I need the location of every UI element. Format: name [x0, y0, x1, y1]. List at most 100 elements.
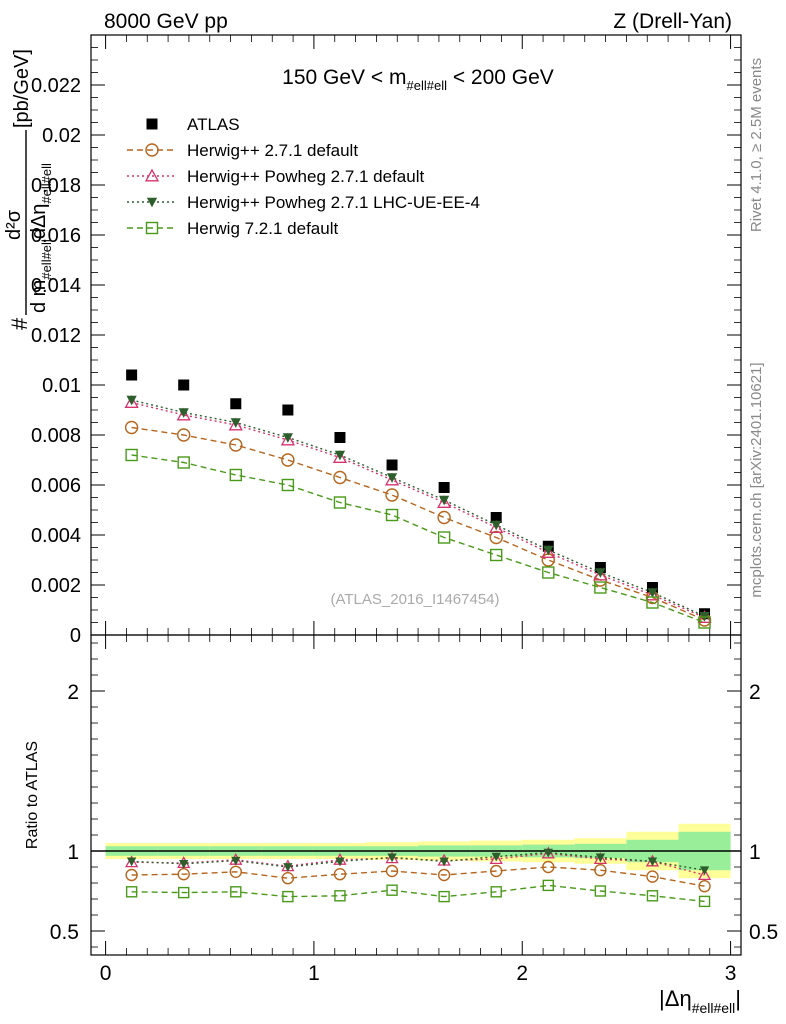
- ratio-point-herwig-2-7-1-default: [333, 868, 347, 881]
- ratio-point-herwig-powheg-2-7-1-default: [385, 851, 399, 864]
- main-y-tick-label: 0.004: [31, 525, 81, 547]
- main-ticks: 0 0.002 0.004 0.006 0.008 0.01 0.012 0.014 0.016…: [31, 35, 741, 647]
- series-atlas: [126, 369, 711, 620]
- data-point-atlas: [594, 562, 606, 573]
- legend-marker: [145, 221, 159, 235]
- collision-label: 8000 GeV pp: [104, 10, 228, 33]
- ratio-line-herwig-powheg-2-7-1-lhc-ue-ee-4: [131, 851, 705, 871]
- data-point-herwig-powheg-2-7-1-default: [332, 450, 348, 463]
- main-y-tick-label: 0.022: [31, 75, 81, 97]
- x-tick-label: 0: [100, 962, 112, 985]
- ratio-series: [125, 846, 712, 908]
- data-point-herwig-2-7-1-default: [437, 510, 451, 525]
- data-point-herwig-2-7-1-default: [385, 488, 399, 502]
- data-point-herwig-powheg-2-7-1-default: [541, 545, 556, 558]
- legend-marker: [146, 118, 158, 130]
- ratio-point-herwig-powheg-2-7-1-default: [125, 855, 139, 868]
- ratio-point-herwig-2-7-1-default: [490, 864, 503, 878]
- ylabel-unit: [pb/GeV]: [11, 49, 33, 128]
- ratio-y-tick-label-right: 0.5: [749, 921, 778, 944]
- main-y-tick-label: 0: [70, 625, 81, 647]
- series-line-herwig-powheg-2-7-1-default: [131, 401, 705, 619]
- ratio-series-herwig-powheg-2-7-1-lhc-ue-ee-4: [126, 848, 710, 876]
- ratio-point-herwig-2-7-1-default: [594, 864, 607, 877]
- legend-label: ATLAS: [187, 115, 240, 134]
- ratio-line-herwig-7-2-1-default: [131, 884, 705, 903]
- ratio-point-herwig-powheg-2-7-1-lhc-ue-ee-4: [647, 857, 658, 867]
- ratio-point-herwig-2-7-1-default: [281, 872, 295, 885]
- data-point-herwig-2-7-1-default: [541, 553, 555, 567]
- data-point-herwig-7-2-1-default: [125, 448, 138, 462]
- data-point-herwig-7-2-1-default: [646, 596, 659, 609]
- legend-entry-herwig-powheg-2-7-1-default: Herwig++ Powheg 2.7.1 default: [127, 167, 424, 186]
- ratio-y-tick-label-right: 1: [749, 841, 761, 864]
- ratio-point-herwig-2-7-1-default: [698, 880, 711, 893]
- data-point-herwig-7-2-1-default: [542, 566, 555, 579]
- ratio-y-tick-label: 0.5: [50, 921, 79, 944]
- data-point-herwig-powheg-2-7-1-lhc-ue-ee-4: [282, 433, 293, 443]
- data-point-herwig-powheg-2-7-1-lhc-ue-ee-4: [334, 450, 346, 461]
- x-tick-label: 3: [725, 962, 737, 985]
- mcplots-label: mcplots.cern.ch [arXiv:2401.10621]: [748, 362, 765, 597]
- data-point-herwig-powheg-2-7-1-lhc-ue-ee-4: [126, 395, 137, 406]
- series-line-herwig-2-7-1-default: [131, 426, 705, 621]
- legend-label: Herwig++ Powheg 2.7.1 LHC-UE-EE-4: [187, 193, 480, 212]
- data-point-herwig-powheg-2-7-1-lhc-ue-ee-4: [595, 568, 606, 578]
- data-point-atlas: [438, 482, 450, 493]
- ratio-y-axis-label: Ratio to ATLAS: [24, 741, 41, 849]
- ratio-point-herwig-7-2-1-default: [594, 885, 607, 897]
- main-series: [124, 369, 712, 629]
- ratio-point-herwig-powheg-2-7-1-lhc-ue-ee-4: [491, 852, 501, 862]
- data-point-herwig-2-7-1-default: [177, 428, 191, 442]
- main-y-tick-label: 0.008: [31, 425, 81, 447]
- series-herwig-7-2-1-default: [125, 448, 711, 629]
- data-point-herwig-2-7-1-default: [124, 420, 139, 435]
- rivet-label: Rivet 4.1.0, ≥ 2.5M events: [748, 58, 765, 232]
- ratio-plot-frame: [90, 634, 742, 956]
- ratio-point-herwig-powheg-2-7-1-lhc-ue-ee-4: [439, 857, 449, 867]
- data-point-atlas: [178, 379, 190, 391]
- ylabel-numerator: d²σ: [3, 209, 25, 240]
- ratio-point-herwig-2-7-1-default: [437, 868, 451, 882]
- main-y-tick-label: 0.006: [31, 475, 81, 497]
- ratio-point-herwig-2-7-1-default: [385, 864, 399, 878]
- data-point-atlas: [282, 404, 294, 416]
- legend-label: Herwig 7.2.1 default: [187, 219, 338, 238]
- data-point-herwig-powheg-2-7-1-lhc-ue-ee-4: [386, 473, 398, 483]
- main-y-tick-label: 0.018: [31, 175, 81, 197]
- main-y-tick-label: 0.02: [42, 125, 81, 147]
- legend-entry-herwig-7-2-1-default: Herwig 7.2.1 default: [127, 219, 338, 238]
- ratio-point-herwig-7-2-1-default: [490, 886, 502, 898]
- main-y-tick-label: 0.016: [31, 225, 81, 247]
- data-point-atlas: [646, 582, 658, 593]
- data-point-herwig-powheg-2-7-1-lhc-ue-ee-4: [491, 520, 502, 531]
- main-y-axis-label: # d²σ d m#ell#elldΔη#ell#ell [pb/GeV]: [3, 49, 54, 330]
- ratio-point-herwig-7-2-1-default: [178, 886, 190, 899]
- legend-entry-herwig-2-7-1-default: Herwig++ 2.7.1 default: [127, 141, 358, 160]
- data-point-herwig-2-7-1-default: [229, 438, 243, 452]
- data-point-herwig-2-7-1-default: [281, 453, 295, 467]
- ratio-point-herwig-powheg-2-7-1-default: [489, 852, 503, 865]
- ratio-y-tick-label: 2: [67, 681, 79, 704]
- legend-entry-herwig-powheg-2-7-1-lhc-ue-ee-4: Herwig++ Powheg 2.7.1 LHC-UE-EE-4: [127, 193, 480, 212]
- data-point-herwig-7-2-1-default: [490, 548, 503, 562]
- x-axis-label: |Δη#ell#ell|: [659, 986, 741, 1016]
- legend-entry-atlas: ATLAS: [146, 115, 240, 134]
- ratio-point-herwig-powheg-2-7-1-lhc-ue-ee-4: [283, 863, 293, 872]
- process-label: Z (Drell-Yan): [613, 10, 732, 33]
- ratio-point-herwig-7-2-1-default: [698, 895, 711, 908]
- data-point-herwig-7-2-1-default: [385, 508, 399, 522]
- ratio-point-herwig-powheg-2-7-1-lhc-ue-ee-4: [231, 856, 241, 866]
- ratio-point-herwig-7-2-1-default: [386, 884, 398, 896]
- ratio-point-herwig-7-2-1-default: [542, 879, 554, 892]
- data-point-atlas: [230, 398, 242, 410]
- ylabel-hash: #: [7, 317, 32, 330]
- ratio-point-herwig-2-7-1-default: [542, 860, 555, 874]
- legend-marker: [144, 168, 160, 182]
- data-point-herwig-powheg-2-7-1-lhc-ue-ee-4: [178, 408, 189, 418]
- data-point-atlas: [386, 459, 398, 471]
- ratio-point-herwig-2-7-1-default: [646, 870, 659, 883]
- ratio-ticks: 0.5 0.5 1 1 2 2 0 1 2 3: [50, 635, 778, 985]
- ratio-point-herwig-7-2-1-default: [125, 886, 138, 898]
- data-point-herwig-powheg-2-7-1-default: [176, 407, 191, 421]
